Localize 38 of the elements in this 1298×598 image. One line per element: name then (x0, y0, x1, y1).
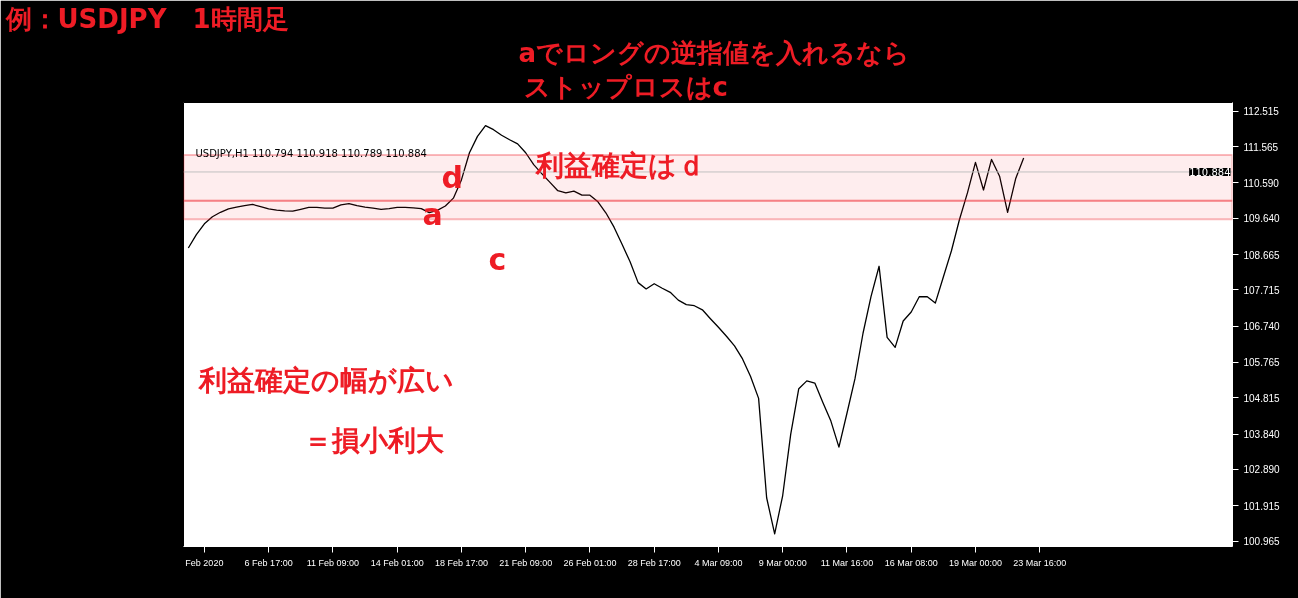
x-tick-label: 6 Feb 17:00 (244, 557, 293, 568)
annotation: d (441, 159, 463, 195)
y-tick-label: 110.590 (1243, 177, 1280, 189)
x-tick-label: 14 Feb 01:00 (370, 557, 424, 568)
annotation: 利益確定の幅が広い (197, 363, 454, 397)
x-tick-label: Feb 2020 (185, 557, 224, 568)
x-tick-label: 28 Feb 17:00 (627, 557, 681, 568)
x-tick-label: 19 Mar 00:00 (948, 557, 1002, 568)
x-tick-label: 23 Mar 16:00 (1013, 557, 1067, 568)
text: aでロングの逆指値を入れるなら (518, 37, 911, 68)
annotation: ＝損小利大 (303, 423, 445, 457)
y-tick-label: 101.915 (1243, 500, 1281, 512)
x-tick-label: 4 Mar 09:00 (694, 557, 743, 568)
annotation: USDJPY,H1 110.794 110.918 110.789 110.884 (195, 147, 427, 159)
x-tick-label: 11 Feb 09:00 (306, 557, 360, 568)
y-tick-label: 102.890 (1243, 464, 1281, 476)
annotation: c (488, 241, 507, 277)
y-tick-label: 107.715 (1243, 284, 1281, 296)
y-tick-label: 105.765 (1243, 357, 1281, 369)
x-tick-label: 11 Mar 16:00 (820, 557, 874, 568)
line-series (187, 124, 1025, 535)
y-tick-label: 100.965 (1243, 536, 1281, 548)
y-tick-label: 104.815 (1243, 392, 1281, 404)
x-tick-label: 21 Feb 09:00 (499, 557, 553, 568)
y-tick-label: 112.515 (1243, 106, 1280, 118)
ref-line-label: 110.884 (1189, 166, 1231, 178)
y-tick-label: 109.640 (1243, 213, 1281, 225)
x-tick-label: 16 Mar 08:00 (884, 557, 938, 568)
chart-title: 例：USDJPY 1時間足 (4, 3, 289, 34)
x-tick-label: 26 Feb 01:00 (563, 557, 617, 568)
y-tick-label: 108.665 (1243, 249, 1281, 261)
annotation: 利益確定はｄ (534, 148, 705, 182)
y-tick-label: 111.565 (1243, 141, 1279, 153)
y-tick-label: 103.840 (1243, 429, 1281, 441)
text: ストップロスはc (523, 71, 728, 102)
x-tick-label: 9 Mar 00:00 (758, 557, 807, 568)
x-tick-label: 18 Feb 17:00 (434, 557, 488, 568)
y-tick-label: 106.740 (1243, 321, 1281, 333)
